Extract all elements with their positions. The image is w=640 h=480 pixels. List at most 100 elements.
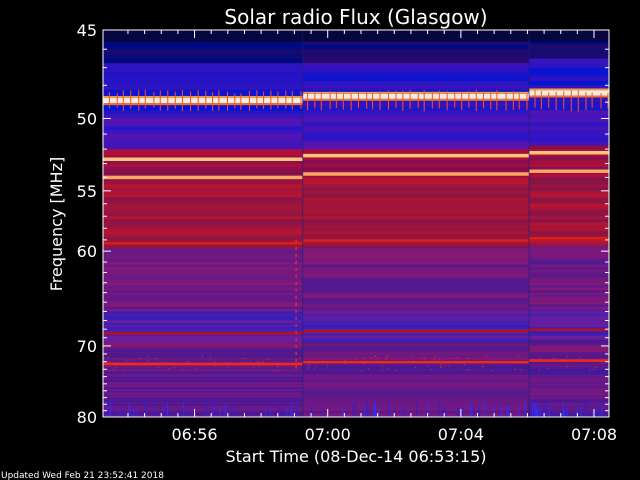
spectrum-row	[302, 415, 530, 417]
spectrum-row	[529, 380, 609, 383]
spectrum-row	[529, 343, 609, 347]
burst-mark	[424, 357, 425, 359]
spectrum-row	[529, 280, 609, 284]
spectrum-row	[529, 49, 609, 55]
burst-mark	[210, 356, 211, 358]
burst-mark	[430, 369, 432, 371]
spectrum-row	[103, 373, 303, 376]
burst-mark	[593, 369, 595, 371]
y-tick-label: 60	[77, 242, 97, 261]
emission-band	[103, 157, 303, 161]
emission-band	[302, 98, 530, 101]
spectrum-row	[302, 222, 530, 226]
spectrum-row	[529, 194, 609, 198]
spectrum-row	[529, 130, 609, 135]
burst-mark	[482, 365, 484, 367]
spectrum-row	[302, 311, 530, 315]
spectrum-row	[302, 118, 530, 124]
burst-mark	[396, 369, 398, 371]
spectrum-row	[302, 331, 530, 335]
spectrum-row	[103, 170, 303, 175]
spectrum-row	[529, 259, 609, 263]
spectrum-row	[302, 322, 530, 326]
spectrum-row	[302, 367, 530, 370]
spectrum-row	[302, 299, 530, 303]
spectrum-row	[302, 177, 530, 182]
emission-band	[103, 332, 303, 335]
spectrum-row	[302, 287, 530, 291]
burst-mark	[440, 363, 442, 365]
spectrum-row	[529, 122, 609, 127]
spectrum-row	[103, 347, 303, 351]
spectrum-row	[529, 219, 609, 223]
spectrum-row	[529, 248, 609, 252]
spectrum-row	[103, 409, 303, 412]
emission-band	[302, 360, 530, 364]
burst-mark	[412, 355, 414, 357]
spectrum-row	[302, 304, 530, 308]
emission-band	[302, 93, 530, 99]
spectrum-row	[529, 251, 609, 255]
spectrum-row	[103, 259, 303, 263]
spectrum-row	[529, 409, 609, 412]
burst-mark	[147, 359, 149, 361]
spectrum-row	[529, 163, 609, 168]
spectrum-row	[529, 262, 609, 266]
burst-mark	[595, 366, 597, 368]
burst-mark	[345, 363, 347, 365]
spectrum-row	[103, 152, 303, 157]
spectrum-row	[103, 225, 303, 229]
spectrum-row	[302, 231, 530, 235]
spectrum-row	[103, 85, 303, 91]
spectrum-row	[529, 369, 609, 372]
spectrum-row	[302, 76, 530, 82]
burst-mark	[113, 369, 115, 371]
spectrum-row	[302, 237, 530, 241]
spectrum-row	[302, 343, 530, 347]
emission-band	[529, 328, 609, 331]
chart-title: Solar radio Flux (Glasgow)	[224, 5, 487, 29]
spectrum-row	[302, 290, 530, 294]
spectrum-row	[302, 180, 530, 185]
spectrum-row	[529, 167, 609, 172]
spectrum-row	[103, 114, 303, 120]
spectrum-row	[529, 373, 609, 376]
spectrum-row	[302, 405, 530, 409]
spectrum-row	[302, 335, 530, 339]
spectrum-row	[103, 89, 303, 95]
spectrum-row	[103, 341, 303, 345]
spectrum-row	[103, 76, 303, 82]
y-tick-label: 55	[77, 182, 97, 201]
spectrum-row	[103, 285, 303, 289]
spectrum-row	[302, 200, 530, 205]
spectrum-row	[529, 302, 609, 306]
spectrum-row	[529, 102, 609, 107]
spectrum-row	[302, 357, 530, 361]
spectrum-row	[529, 234, 609, 238]
spectrum-row	[529, 145, 609, 150]
spectrum-row	[529, 76, 609, 82]
spectrum-row	[529, 264, 609, 268]
spectrum-row	[103, 137, 303, 143]
spectrum-row	[103, 187, 303, 192]
spectrum-row	[103, 387, 303, 390]
spectrum-row	[103, 402, 303, 405]
spectrum-row	[103, 122, 303, 127]
spectrum-row	[103, 306, 303, 310]
burst-mark	[424, 362, 426, 364]
spectrum-row	[103, 412, 303, 415]
spectrum-row	[529, 371, 609, 374]
spectrum-row	[529, 245, 609, 249]
spectrum-row	[103, 351, 303, 355]
burst-mark	[186, 361, 188, 363]
spectrum-row	[302, 345, 530, 349]
spectrum-row	[103, 413, 303, 417]
burst-mark	[491, 361, 493, 363]
burst-mark	[132, 359, 134, 361]
spectrum-row	[103, 329, 303, 332]
spectrum-row	[103, 383, 303, 387]
burst-mark	[125, 359, 127, 361]
emission-band	[529, 236, 609, 240]
spectrum-row	[103, 251, 303, 255]
spectrum-row	[302, 184, 530, 189]
